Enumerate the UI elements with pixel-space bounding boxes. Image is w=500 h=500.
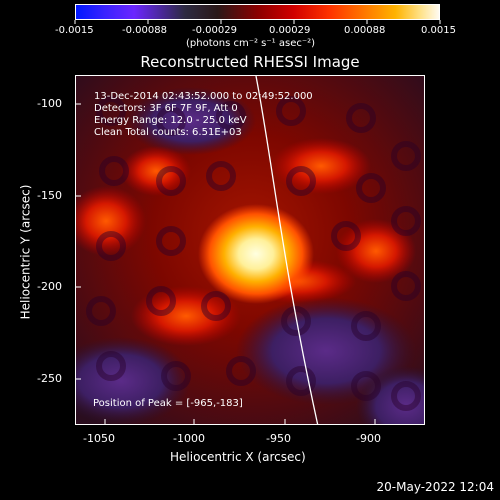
y-tick-label: -150	[37, 189, 62, 202]
energy-range-info: Energy Range: 12.0 - 25.0 keV	[94, 115, 247, 126]
x-tick-label: -1050	[83, 432, 115, 445]
colorbar-tick-label: 0.00088	[344, 25, 386, 36]
rhessi-image-panel	[75, 75, 425, 425]
colorbar-tick-label: -0.00088	[122, 25, 167, 36]
colorbar-units-label: (photons cm⁻² s⁻¹ asec⁻²)	[186, 38, 316, 49]
colorbar-tick-label: 0.0015	[421, 25, 456, 36]
colorbar-ticks	[74, 20, 441, 24]
x-tick-label: -900	[356, 432, 381, 445]
x-axis-label: Heliocentric X (arcsec)	[170, 450, 306, 464]
colorbar-tick-label: -0.00029	[192, 25, 237, 36]
y-axis-label: Heliocentric Y (arcsec)	[18, 184, 33, 320]
colorbar	[75, 4, 440, 20]
y-tick-label: -100	[37, 97, 62, 110]
y-tick-label: -200	[37, 280, 62, 293]
clean-total-counts: Clean Total counts: 6.51E+03	[94, 127, 242, 138]
x-tick-label: -950	[266, 432, 291, 445]
colorbar-tick-label: -0.0015	[55, 25, 94, 36]
footer-date: 20-May-2022 12:04	[376, 480, 494, 494]
y-tick-label: -250	[37, 372, 62, 385]
observation-time-range: 13-Dec-2014 02:43:52.000 to 02:49:52.000	[94, 91, 313, 102]
detectors-info: Detectors: 3F 6F 7F 9F, Att 0	[94, 103, 238, 114]
rhessi-image	[76, 76, 424, 424]
plot-title: Reconstructed RHESSI Image	[140, 53, 360, 71]
peak-position-label: Position of Peak = [-965,-183]	[93, 398, 243, 409]
colorbar-tick-label: 0.00029	[269, 25, 311, 36]
x-tick-label: -1000	[173, 432, 205, 445]
